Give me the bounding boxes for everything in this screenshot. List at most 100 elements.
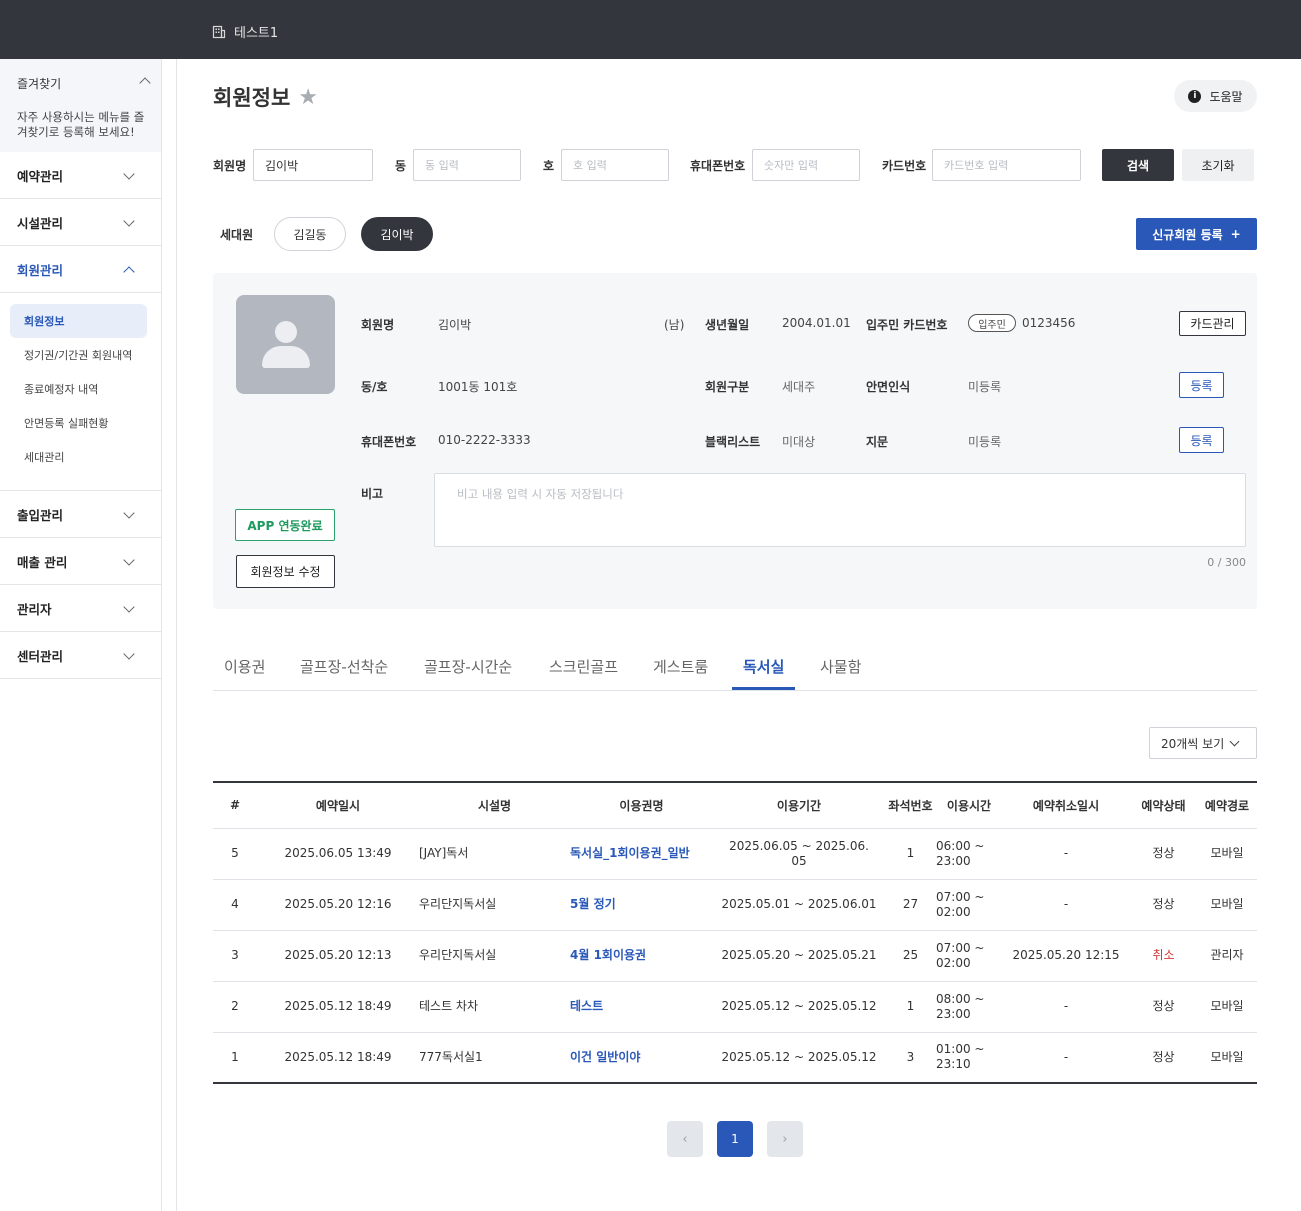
- app-linked-button[interactable]: APP 연동완료: [235, 509, 335, 541]
- submenu-item-expiring[interactable]: 종료예정자 내역: [24, 383, 99, 396]
- row-number: 5: [213, 828, 257, 880]
- edit-member-button[interactable]: 회원정보 수정: [236, 555, 335, 588]
- pass-name-link[interactable]: 5월 정기: [570, 879, 713, 931]
- memo-label: 비고: [361, 487, 384, 501]
- seat-number: 25: [885, 930, 936, 982]
- members-submenu: 회원정보 정기권/기간권 회원내역 종료예정자 내역 안면등록 실패현황 세대관…: [0, 293, 161, 491]
- table-header-row: # 예약일시 시설명 이용권명 이용기간 좌석번호 이용시간 예약취소일시 예약…: [213, 782, 1257, 829]
- search-button[interactable]: 검색: [1102, 149, 1174, 181]
- phone-input[interactable]: [752, 149, 860, 181]
- phone-label: 휴대폰번호: [690, 159, 746, 173]
- tab-golf-by-time[interactable]: 골프장-시간순: [424, 658, 513, 676]
- household-member-tab-active[interactable]: 김이박: [361, 217, 433, 251]
- member-name-value: 김이박: [438, 318, 472, 332]
- tab-golf-first-come[interactable]: 골프장-선착순: [300, 658, 389, 676]
- sidebar-item-label: 센터관리: [17, 648, 64, 664]
- page-number-button[interactable]: 1: [717, 1121, 753, 1157]
- sidebar-item-label: 회원관리: [17, 262, 64, 278]
- cancelled-at: -: [1002, 828, 1130, 880]
- reset-button[interactable]: 초기화: [1182, 149, 1254, 181]
- ho-label: 호: [543, 159, 555, 173]
- prev-page-button[interactable]: ‹: [667, 1121, 703, 1157]
- dong-label: 동: [395, 159, 407, 173]
- facility-name: 우리단지독서실: [419, 879, 570, 931]
- tab-screen-golf[interactable]: 스크린골프: [549, 658, 619, 676]
- member-type-value: 세대주: [782, 380, 816, 394]
- column-header: #: [213, 782, 257, 829]
- tab-locker[interactable]: 사물함: [820, 658, 862, 676]
- face-recognition-label: 안면인식: [866, 380, 911, 394]
- memo-textarea[interactable]: 비고 내용 입력 시 자동 저장됩니다: [434, 473, 1246, 547]
- row-number: 4: [213, 879, 257, 931]
- sidebar-item-reservation[interactable]: 예약관리: [0, 152, 161, 199]
- resident-card-label: 입주민 카드번호: [866, 318, 948, 332]
- help-button-label: 도움말: [1209, 89, 1243, 104]
- sidebar-item-center[interactable]: 센터관리: [0, 632, 161, 679]
- reserved-at: 2025.06.05 13:49: [257, 828, 419, 880]
- pass-name-link[interactable]: 독서실_1회이용권_일반: [570, 828, 713, 880]
- sidebar-item-sales[interactable]: 매출 관리: [0, 538, 161, 585]
- sidebar-item-admin[interactable]: 관리자: [0, 585, 161, 632]
- sidebar-item-label: 출입관리: [17, 507, 64, 523]
- page-title: 회원정보 ★: [213, 82, 318, 112]
- unit-value: 1001동 101호: [438, 380, 518, 394]
- reservation-channel: 모바일: [1197, 828, 1257, 880]
- tab-guest-room[interactable]: 게스트룸: [653, 658, 709, 676]
- chevron-down-icon: [1229, 736, 1240, 747]
- usage-period: 2025.05.12 ~ 2025.05.12: [721, 1049, 877, 1064]
- chevron-down-icon: [123, 648, 135, 660]
- favorites-description: 자주 사용하시는 메뉴를 즐겨찾기로 등록해 보세요!: [17, 110, 145, 139]
- top-bar: 테스트1: [0, 0, 1301, 59]
- card-number-input[interactable]: [932, 149, 1081, 181]
- favorites-title: 즐겨찾기: [17, 77, 62, 91]
- table-row: 5 2025.06.05 13:49 [JAY]독서 독서실_1회이용권_일반 …: [213, 828, 1257, 880]
- face-recognition-value: 미등록: [968, 380, 1002, 394]
- new-member-button[interactable]: 신규회원 등록 +: [1136, 218, 1257, 250]
- facility-tabs: 이용권 골프장-선착순 골프장-시간순 스크린골프 게스트룸 독서실 사물함: [213, 646, 1257, 691]
- reservation-status: 정상: [1152, 1049, 1175, 1064]
- submenu-item-face-failures[interactable]: 안면등록 실패현황: [24, 417, 109, 430]
- household-member-tab[interactable]: 김길동: [274, 217, 346, 251]
- card-number-label: 카드번호: [882, 159, 927, 173]
- sidebar-item-access[interactable]: 출입관리: [0, 491, 161, 538]
- help-button[interactable]: i 도움말: [1174, 80, 1257, 112]
- member-name-input[interactable]: [253, 149, 373, 181]
- card-manage-button[interactable]: 카드관리: [1179, 311, 1246, 336]
- sidebar-item-members[interactable]: 회원관리: [0, 246, 161, 293]
- column-header: 좌석번호: [885, 782, 936, 829]
- dong-input[interactable]: [413, 149, 521, 181]
- star-icon[interactable]: ★: [298, 84, 319, 110]
- row-number: 2: [213, 981, 257, 1033]
- pass-name-link[interactable]: 이건 일반이야: [570, 1049, 641, 1064]
- sidebar-item-label: 관리자: [17, 601, 52, 617]
- reservation-channel: 관리자: [1197, 930, 1257, 982]
- column-header: 이용권명: [570, 782, 713, 829]
- chevron-down-icon: [123, 168, 135, 180]
- ho-input[interactable]: [561, 149, 669, 181]
- pass-name-link[interactable]: 4월 1회이용권: [570, 930, 713, 982]
- tab-pass[interactable]: 이용권: [224, 658, 266, 676]
- seat-number: 1: [885, 981, 936, 1033]
- org-selector[interactable]: 테스트1: [212, 22, 278, 41]
- submenu-item-member-info[interactable]: 회원정보: [10, 304, 147, 338]
- page-size-select[interactable]: 20개씩 보기: [1149, 727, 1257, 759]
- pass-name-link[interactable]: 테스트: [570, 981, 713, 1033]
- fingerprint-register-button[interactable]: 등록: [1179, 427, 1224, 453]
- page-title-text: 회원정보: [213, 86, 291, 110]
- row-number: 3: [213, 930, 257, 982]
- blacklist-label: 블랙리스트: [705, 435, 761, 449]
- face-register-button[interactable]: 등록: [1179, 372, 1224, 398]
- usage-period: 2025.06.05 ~ 2025.06.05: [713, 828, 885, 880]
- next-page-button[interactable]: ›: [767, 1121, 803, 1157]
- sidebar-item-facility[interactable]: 시설관리: [0, 199, 161, 246]
- chevron-down-icon: [123, 507, 135, 519]
- reservation-status: 정상: [1130, 879, 1197, 931]
- submenu-item-households[interactable]: 세대관리: [24, 451, 65, 464]
- reservation-status: 정상: [1130, 981, 1197, 1033]
- tab-study-room[interactable]: 독서실: [732, 656, 796, 690]
- submenu-item-pass-history[interactable]: 정기권/기간권 회원내역: [24, 349, 133, 362]
- usage-time: 01:00 ~ 23:10: [936, 1042, 985, 1072]
- facility-name: 777독서실1: [419, 1049, 483, 1064]
- column-header: 예약상태: [1130, 782, 1197, 829]
- org-name: 테스트1: [234, 26, 279, 41]
